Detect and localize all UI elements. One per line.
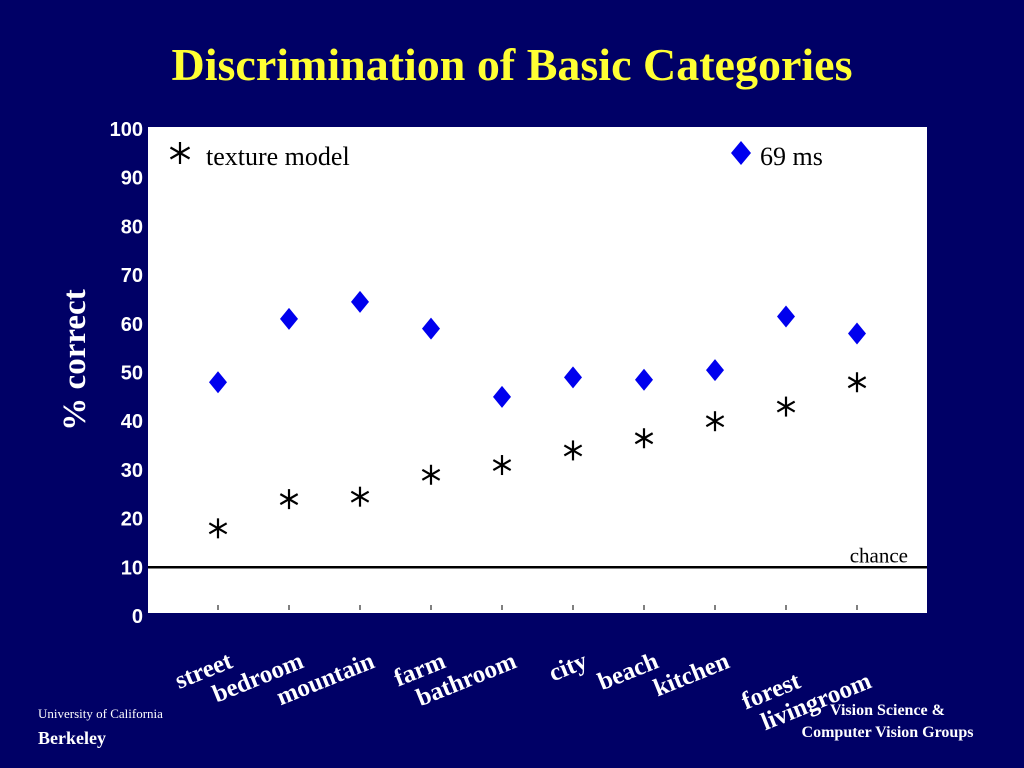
footer-group-line1: Vision Science & <box>830 702 945 719</box>
y-tick-label: 60 <box>121 314 143 336</box>
footer-institution: University of California Berkeley <box>38 706 163 749</box>
footer-groups: Vision Science & Computer Vision Groups <box>760 700 1015 744</box>
y-tick-label: 20 <box>121 509 143 531</box>
footer-group-line2: Computer Vision Groups <box>801 724 974 741</box>
ms69-point <box>493 385 511 408</box>
y-tick-label: 70 <box>121 265 143 287</box>
texture-model-point <box>279 489 299 510</box>
y-axis-label: % correct <box>57 289 93 430</box>
texture-model-point <box>847 372 867 393</box>
legend-label-texture-model: texture model <box>206 142 350 171</box>
y-axis-ticks: 0 10 20 30 40 50 60 70 80 90 100 <box>110 119 143 628</box>
legend-asterisk-icon <box>169 142 191 164</box>
ms69-point <box>564 366 582 389</box>
legend-diamond-icon <box>731 141 751 165</box>
chance-line: chance <box>148 543 927 569</box>
footer-campus: Berkeley <box>38 728 106 748</box>
texture-model-point <box>634 428 654 449</box>
texture-model-point <box>208 518 228 539</box>
legend: texture model 69 ms <box>169 141 823 171</box>
texture-model-point <box>705 411 725 432</box>
series-69ms <box>209 290 866 408</box>
ms69-point <box>777 305 795 328</box>
ms69-point <box>209 371 227 394</box>
ms69-point <box>706 359 724 382</box>
ms69-point <box>280 307 298 330</box>
texture-model-point <box>563 440 583 461</box>
slide-title: Discrimination of Basic Categories <box>171 39 853 90</box>
chance-label: chance <box>850 543 908 567</box>
x-tick-label: city <box>545 647 592 687</box>
texture-model-point <box>776 396 796 417</box>
texture-model-point <box>492 455 512 476</box>
texture-model-point <box>350 486 370 507</box>
plot-area <box>148 127 927 613</box>
y-tick-label: 80 <box>121 216 143 238</box>
y-tick-label: 10 <box>121 557 143 579</box>
y-tick-label: 100 <box>110 119 143 141</box>
ms69-point <box>422 317 440 340</box>
y-tick-label: 30 <box>121 460 143 482</box>
footer-university: University of California <box>38 706 163 721</box>
ms69-point <box>635 368 653 391</box>
y-tick-label: 40 <box>121 411 143 433</box>
legend-label-69ms: 69 ms <box>760 142 823 171</box>
ms69-point <box>848 322 866 345</box>
ms69-point <box>351 290 369 313</box>
y-tick-label: 90 <box>121 168 143 190</box>
series-texture-model <box>208 372 867 539</box>
x-tick-label: kitchen <box>650 647 734 702</box>
y-tick-label: 50 <box>121 363 143 385</box>
x-tick-label: beach <box>594 647 662 695</box>
y-tick-label: 0 <box>132 606 143 628</box>
texture-model-point <box>421 464 441 485</box>
